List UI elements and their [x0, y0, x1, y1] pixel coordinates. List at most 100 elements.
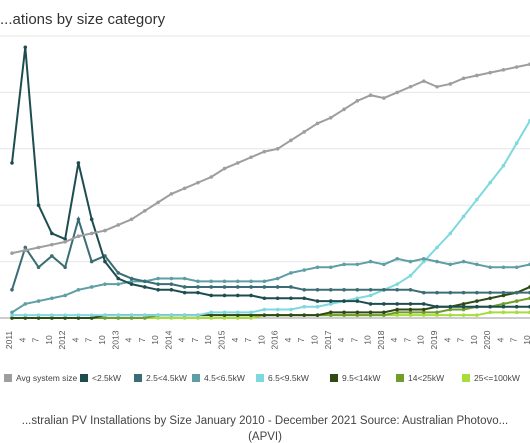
x-tick-label: 7 [296, 337, 306, 342]
legend-item[interactable]: 2.5<4.5kW [134, 373, 187, 383]
series-point [315, 265, 320, 270]
legend-item[interactable]: 14<25kW [396, 373, 444, 383]
series-point [315, 304, 320, 309]
series-point [435, 245, 439, 250]
series-point [395, 313, 399, 317]
series-point [315, 121, 320, 126]
x-tick-label: 2011 [4, 331, 14, 350]
series-point [421, 79, 426, 83]
series-point [395, 307, 399, 312]
series-point [143, 316, 147, 320]
series-point [129, 279, 134, 284]
legend-label: 9.5<14kW [342, 373, 381, 383]
series-point [23, 248, 28, 253]
x-tick-label: 10 [309, 335, 319, 345]
series-point [116, 271, 121, 275]
x-tick-label: 7 [31, 337, 41, 342]
legend-label: 14<25kW [408, 373, 445, 383]
series-point [209, 285, 214, 289]
series-point [249, 313, 253, 317]
series-point [196, 285, 200, 289]
series-point [63, 316, 67, 320]
series-point [289, 285, 293, 289]
series-point [222, 285, 227, 289]
series-point [461, 290, 466, 295]
series-point [156, 282, 160, 286]
series-point [10, 310, 14, 315]
series-point [501, 310, 506, 315]
legend-item[interactable]: <2.5kW [80, 373, 121, 383]
series-point [342, 313, 346, 317]
series-point [262, 285, 267, 289]
legend-item[interactable]: 6.5<9.5kW [256, 373, 309, 383]
series-point [23, 245, 28, 250]
series-point [50, 296, 54, 301]
legend-item[interactable]: 4.5<6.5kW [192, 373, 245, 383]
series-point [116, 313, 121, 317]
series-point [156, 316, 160, 320]
series-point [249, 279, 253, 284]
x-tick-label: 7 [137, 337, 147, 342]
legend-swatch [134, 374, 142, 382]
series-point [421, 313, 426, 317]
series-point [395, 282, 399, 286]
series-point [475, 304, 479, 309]
x-tick-label: 4 [442, 337, 452, 342]
series-point [408, 302, 413, 306]
series-point [342, 262, 346, 267]
series-point [289, 296, 293, 301]
series-point [182, 276, 187, 281]
series-point [435, 290, 439, 295]
series-point [89, 316, 94, 320]
series-point [23, 45, 28, 50]
x-tick-label: 10 [469, 335, 479, 345]
x-tick-label: 4 [389, 337, 399, 342]
series-point [36, 245, 41, 250]
series-point [222, 316, 227, 320]
series-point [235, 279, 240, 284]
legend-item[interactable]: Avg system size [4, 373, 77, 383]
legend-item[interactable]: 9.5<14kW [330, 373, 381, 383]
x-tick-label: 10 [97, 335, 107, 345]
x-tick-label: 10 [522, 335, 530, 345]
series-point [342, 288, 346, 292]
series-point [275, 313, 280, 317]
series-point [408, 288, 413, 292]
series-point [435, 313, 439, 317]
x-tick-label: 10 [150, 335, 160, 345]
series-point [50, 254, 54, 258]
series-point [116, 223, 121, 227]
series-point [488, 310, 492, 315]
series-point [275, 276, 280, 281]
series-point [63, 237, 67, 241]
series-point [262, 149, 267, 154]
series-point [408, 307, 413, 312]
legend-swatch [396, 374, 404, 382]
x-tick-label: 10 [363, 335, 373, 345]
series-point [50, 316, 54, 320]
series-point [368, 288, 373, 292]
series-point [196, 316, 200, 320]
series-point [461, 313, 466, 317]
x-tick-label: 2018 [376, 330, 386, 349]
series-point [501, 68, 506, 72]
series-point [435, 259, 439, 264]
series-point [249, 310, 253, 315]
legend-label: <2.5kW [92, 373, 122, 383]
series-point [382, 313, 386, 317]
series-point [328, 265, 333, 270]
x-tick-label: 2016 [270, 330, 280, 349]
series-point [169, 313, 174, 317]
series-point [23, 313, 28, 317]
series-point [395, 90, 399, 95]
series-point [355, 296, 360, 301]
series-point [76, 316, 81, 320]
series-point [315, 313, 320, 317]
legend-item[interactable]: 25<=100kW [462, 373, 520, 383]
series-point [143, 313, 147, 317]
legend-swatch [4, 374, 12, 382]
series-point [129, 282, 134, 286]
series-point [235, 161, 240, 165]
series-point [156, 288, 160, 292]
series-point [209, 279, 214, 284]
